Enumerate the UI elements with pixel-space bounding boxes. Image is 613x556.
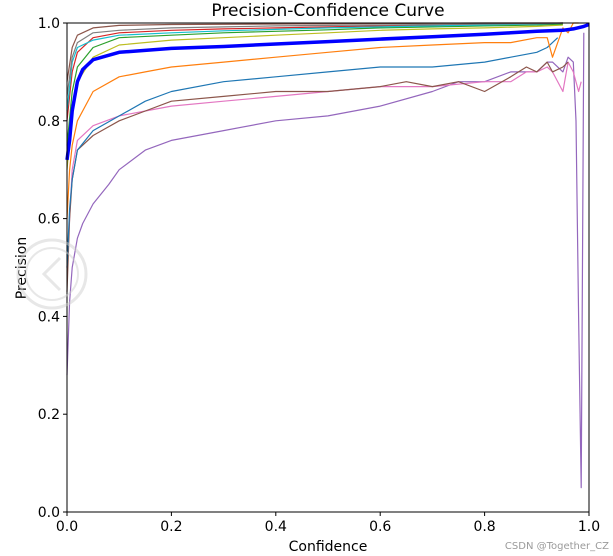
x-tick-label: 1.0 [578, 519, 600, 535]
plot-frame [66, 22, 590, 513]
series-line-class-purple [66, 32, 585, 489]
series-line-all-classes [65, 22, 590, 161]
y-tick-label: 0.0 [38, 505, 60, 521]
series-line-class-pink [66, 61, 582, 268]
series-line-class-brown [66, 61, 569, 292]
chart-title: Precision-Confidence Curve [211, 1, 444, 21]
y-tick-label: 0.8 [38, 114, 60, 130]
y-tick-label: 0.4 [38, 309, 60, 325]
series-lines [65, 22, 590, 489]
x-axis-label: Confidence [289, 539, 368, 555]
axis-ticks: 0.0 0.2 0.4 0.6 0.8 1.0 0.0 0.2 0.4 0.6 0.8 1.0 [38, 16, 600, 535]
x-tick-label: 0.2 [160, 519, 182, 535]
series-line-class-blue [66, 37, 559, 268]
y-tick-label: 0.2 [38, 407, 60, 423]
series-line-class-gray [66, 22, 563, 97]
x-tick-label: 0.6 [369, 519, 391, 535]
series-line-class-orange [66, 22, 579, 219]
series-line-class-green [66, 23, 563, 146]
x-tick-label: 0.0 [56, 519, 78, 535]
series-line-class-cyan [66, 22, 563, 112]
y-tick-label: 1.0 [38, 16, 60, 32]
x-tick-label: 0.4 [265, 519, 287, 535]
series-line-class-red [66, 22, 563, 121]
series-line-class-olive [66, 24, 563, 170]
watermark-text: CSDN @Together_CZ [505, 541, 609, 552]
watermark-logo [16, 238, 88, 310]
x-tick-label: 0.8 [473, 519, 495, 535]
y-tick-label: 0.6 [38, 212, 60, 228]
